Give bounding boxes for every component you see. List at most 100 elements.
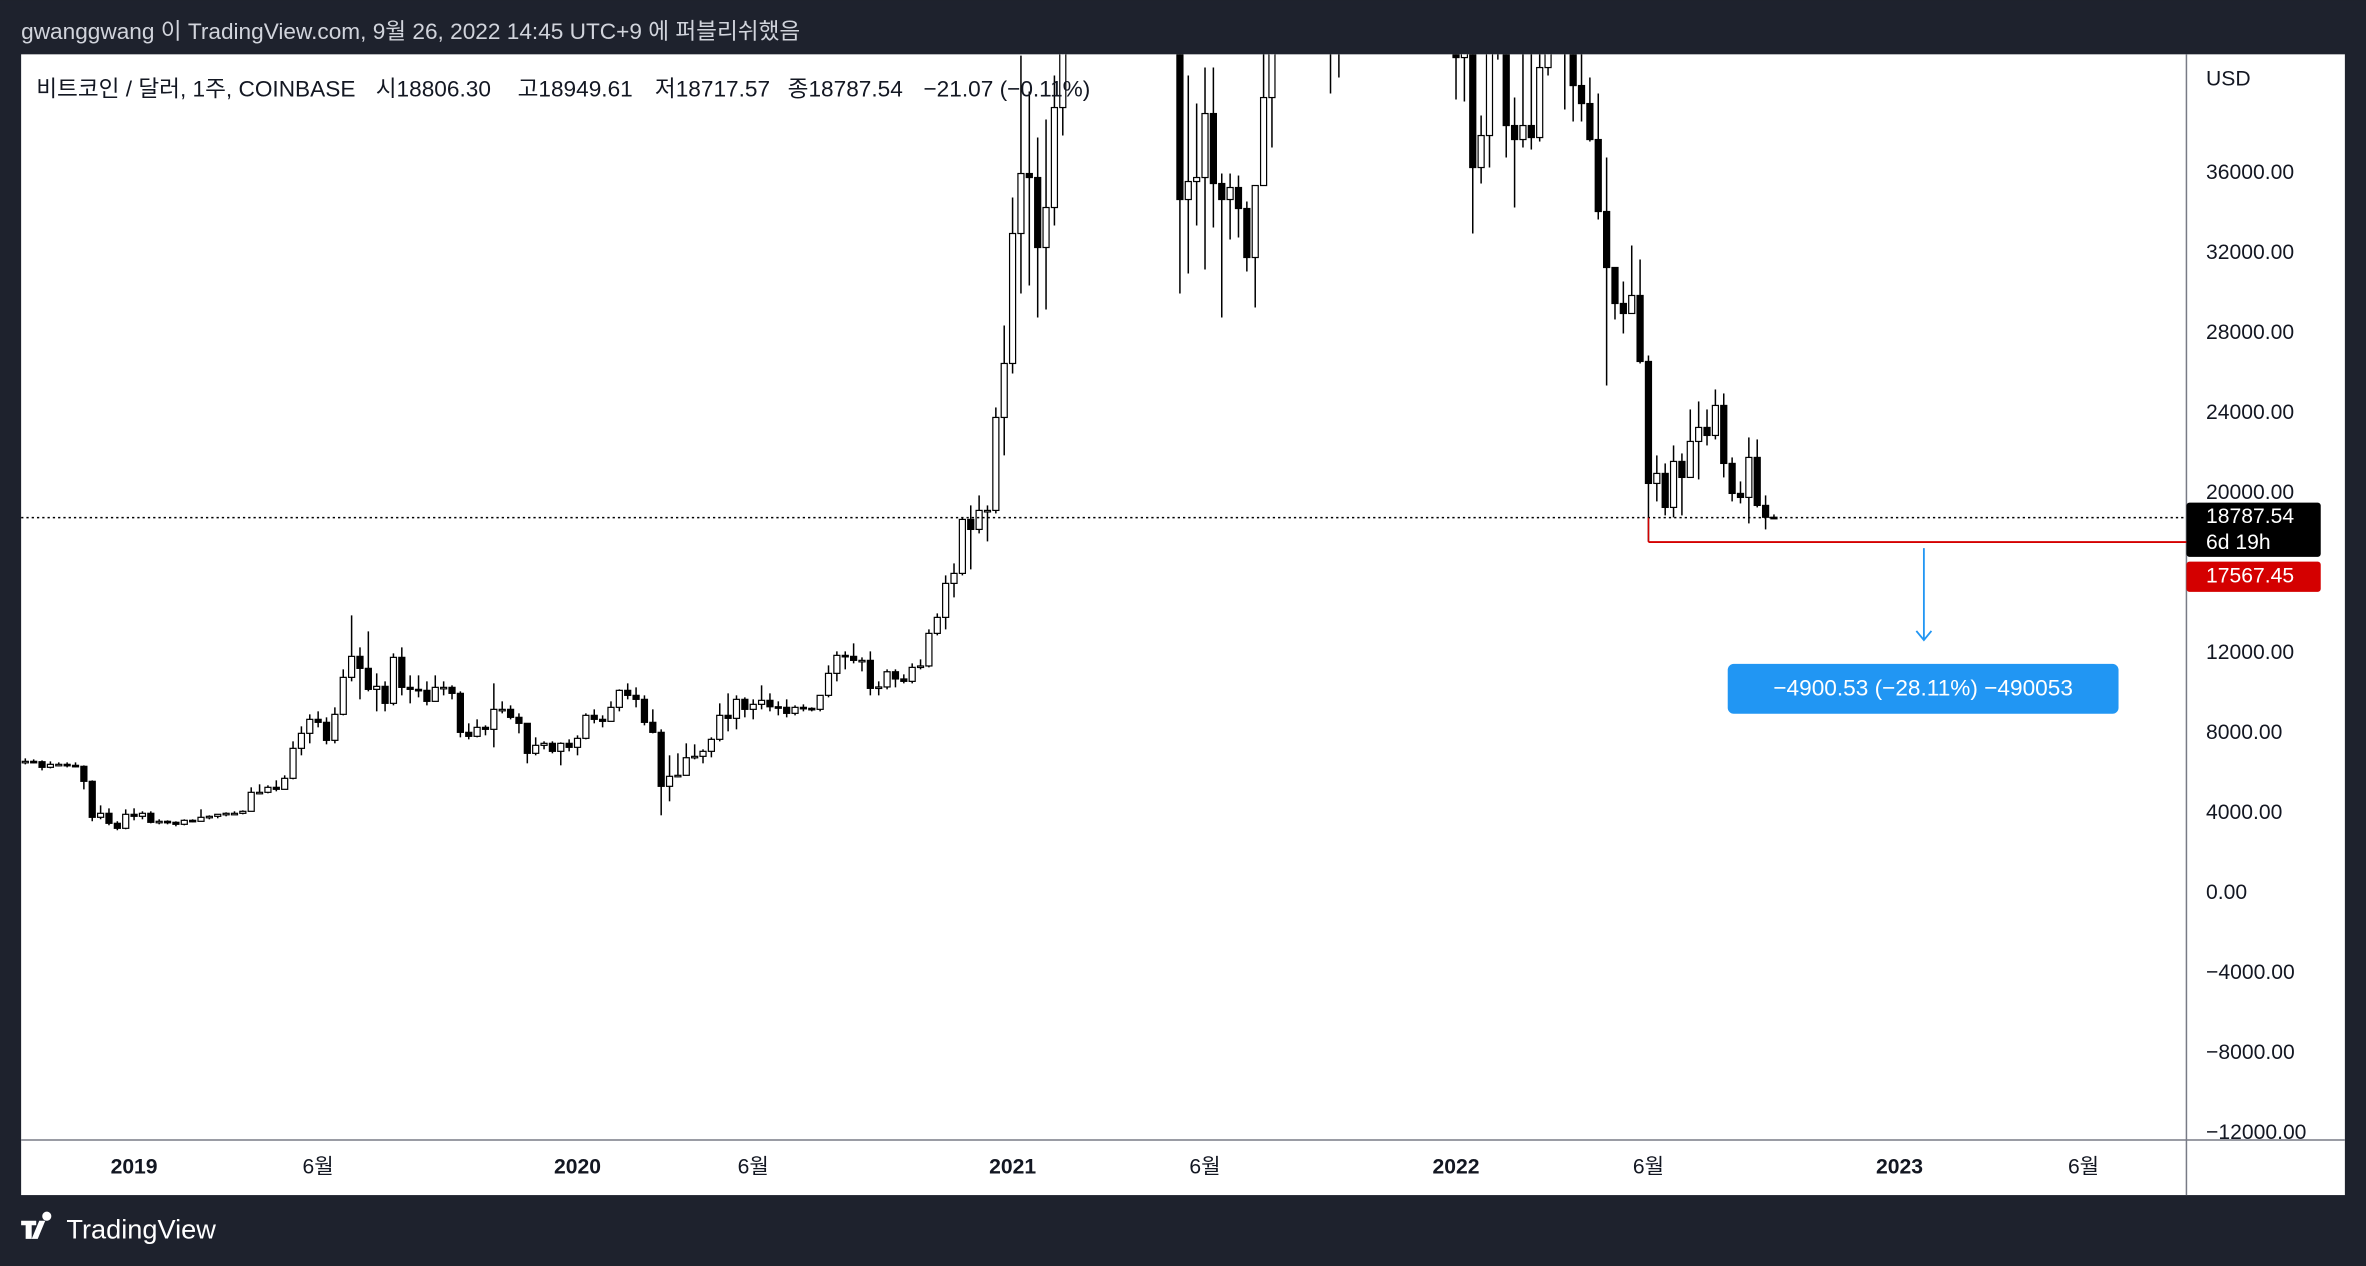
candle-body bbox=[163, 820, 172, 824]
candle-body bbox=[1502, 54, 1510, 127]
candle-body bbox=[247, 791, 255, 812]
candle-body bbox=[38, 761, 46, 768]
candle-body bbox=[1536, 66, 1544, 139]
candle-body bbox=[573, 737, 582, 748]
candle-body bbox=[866, 659, 874, 689]
candle-body bbox=[147, 812, 155, 823]
candle-body bbox=[590, 714, 598, 720]
candle-body bbox=[607, 706, 615, 722]
brand-name: TradingView bbox=[66, 1213, 216, 1244]
candle-body bbox=[1218, 182, 1226, 201]
candle-body bbox=[1628, 294, 1636, 315]
candle-body bbox=[1686, 440, 1694, 479]
high-label: 고18949.61 bbox=[518, 77, 633, 102]
candle-body bbox=[138, 812, 147, 817]
candle-body bbox=[1176, 54, 1184, 201]
candle-body bbox=[398, 656, 406, 688]
candle-body bbox=[1226, 186, 1234, 201]
brand-logo: TradingView bbox=[21, 1211, 216, 1244]
candle-body bbox=[381, 685, 389, 704]
logo-mark bbox=[21, 1211, 52, 1239]
candle-body bbox=[674, 774, 682, 778]
candle-body bbox=[1008, 232, 1017, 365]
candle-body bbox=[682, 757, 690, 776]
open-label: 시18806.30 bbox=[376, 77, 491, 102]
candle-body bbox=[640, 698, 649, 723]
candle-body bbox=[942, 582, 950, 618]
candle-body bbox=[1695, 426, 1703, 443]
candle-body bbox=[1042, 206, 1050, 249]
x-tick-label: 6월 bbox=[2068, 1154, 2099, 1178]
candle-body bbox=[406, 686, 414, 690]
candle-body bbox=[540, 742, 548, 746]
x-tick-label: 6월 bbox=[1189, 1154, 1220, 1178]
candle-body bbox=[1034, 176, 1042, 249]
candle-body bbox=[189, 819, 197, 823]
candle-body bbox=[1644, 360, 1653, 485]
candle-body bbox=[46, 763, 55, 768]
low-label: 저18717.57 bbox=[655, 77, 770, 102]
candle-body bbox=[1636, 294, 1644, 363]
candle-body bbox=[465, 731, 473, 737]
candle-body bbox=[1251, 184, 1259, 259]
candle-body bbox=[783, 706, 791, 714]
candle-body bbox=[71, 764, 80, 768]
y-tick-label: −4000.00 bbox=[2206, 961, 2295, 984]
candle-body bbox=[849, 655, 858, 661]
candle-body bbox=[1184, 180, 1192, 201]
x-tick-label: 2023 bbox=[1876, 1155, 1923, 1178]
candle-body bbox=[1243, 207, 1251, 259]
candle-body bbox=[322, 721, 331, 741]
candle-body bbox=[1661, 472, 1669, 509]
candle-body bbox=[615, 689, 623, 708]
y-tick-label: −8000.00 bbox=[2206, 1041, 2295, 1064]
last-price-label: 18787.54 bbox=[2206, 505, 2294, 528]
candle-body bbox=[96, 812, 105, 818]
candle-body bbox=[950, 572, 958, 584]
candle-body bbox=[1485, 54, 1494, 137]
candle-body bbox=[1510, 124, 1519, 141]
candle-body bbox=[749, 703, 757, 710]
close-label: 종18787.54 bbox=[788, 77, 903, 102]
candle-body bbox=[875, 686, 883, 690]
candle-body bbox=[21, 760, 29, 764]
candle-body bbox=[649, 721, 657, 733]
candle-body bbox=[1209, 112, 1218, 185]
chart-panel bbox=[21, 54, 2345, 1196]
x-tick-label: 2020 bbox=[554, 1155, 601, 1178]
candle-body bbox=[1017, 172, 1025, 235]
x-tick-label: 2019 bbox=[111, 1155, 158, 1178]
candle-body bbox=[833, 654, 841, 674]
candle-body bbox=[122, 813, 130, 829]
candle-body bbox=[582, 714, 590, 739]
candle-body bbox=[967, 518, 975, 531]
candle-body bbox=[1586, 102, 1594, 141]
candle-body bbox=[1469, 54, 1477, 169]
candle-body bbox=[532, 744, 540, 754]
candle-body bbox=[1653, 472, 1661, 485]
candle-body bbox=[297, 732, 306, 749]
candle-body bbox=[1201, 112, 1209, 179]
candle-body bbox=[1711, 404, 1720, 437]
candle-body bbox=[272, 786, 280, 790]
candle-body bbox=[707, 738, 716, 752]
candle-body bbox=[1477, 134, 1485, 169]
candle-body bbox=[900, 678, 908, 682]
plot-area bbox=[21, 54, 2187, 831]
candle-body bbox=[766, 699, 774, 708]
currency-label: USD bbox=[2206, 68, 2251, 91]
candle-body bbox=[891, 671, 900, 680]
candle-body bbox=[289, 747, 297, 779]
change-label: −21.07 (−0.11%) bbox=[923, 77, 1090, 102]
candle-body bbox=[63, 763, 71, 767]
candle-body bbox=[1761, 504, 1770, 518]
candle-body bbox=[791, 706, 799, 714]
last-price-box bbox=[2186, 502, 2321, 557]
candle-body bbox=[1611, 266, 1619, 305]
candle-body bbox=[431, 686, 439, 702]
candle-body bbox=[1460, 54, 1469, 59]
symbol-label: 비트코인 / 달러, 1주, COINBASE bbox=[36, 77, 355, 102]
candle-body bbox=[983, 509, 992, 513]
candle-body bbox=[515, 716, 523, 724]
low-price-box bbox=[2186, 561, 2321, 592]
